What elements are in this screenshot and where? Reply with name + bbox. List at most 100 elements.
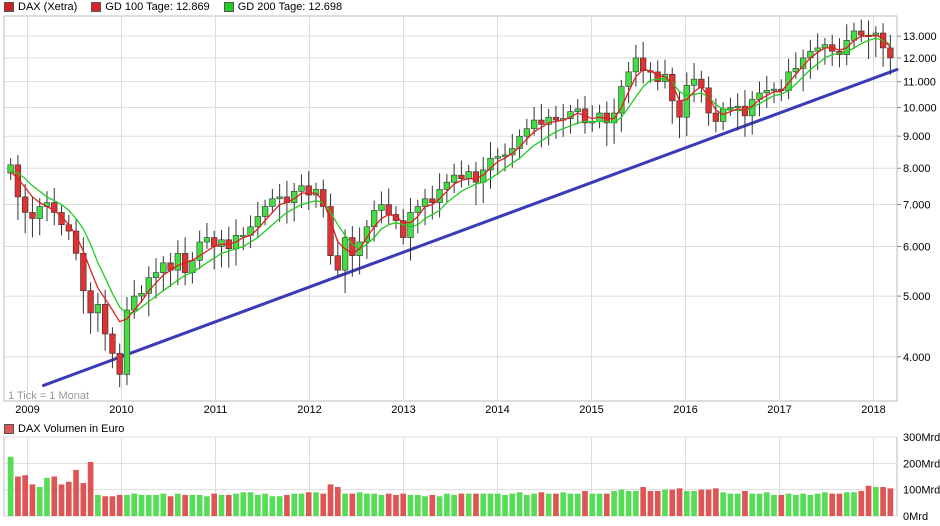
candle-body	[509, 148, 516, 156]
moving-averages-layer	[10, 34, 891, 323]
volume-bar	[749, 493, 756, 516]
year-tick-label: 2013	[391, 404, 415, 416]
candle-body	[203, 237, 211, 243]
volume-bar	[349, 493, 356, 516]
volume-bar	[116, 494, 123, 516]
candle-body	[683, 85, 690, 118]
candle-body	[661, 73, 669, 82]
candle-body	[305, 185, 312, 196]
volume-bar	[698, 489, 705, 516]
volume-bar	[371, 493, 377, 516]
volume-bar	[269, 496, 276, 516]
candle-body	[618, 86, 625, 114]
volume-bar	[218, 494, 225, 516]
tick-note: 1 Tick = 1 Monat	[8, 390, 89, 402]
legend-item-dax: DAX (Xetra)	[4, 0, 77, 14]
candle-body	[160, 262, 167, 273]
volume-bar	[509, 493, 516, 516]
candle-body	[741, 105, 749, 117]
year-tick-label: 2012	[297, 404, 321, 416]
volume-bar	[524, 494, 530, 516]
volume-bar	[502, 494, 508, 516]
candle-body	[545, 116, 552, 125]
legend-item-volume: DAX Volumen in Euro	[4, 422, 124, 436]
volume-bar	[233, 493, 239, 516]
volume-legend: DAX Volumen in Euro	[4, 422, 138, 436]
volume-bar	[872, 487, 879, 516]
volume-bar	[80, 483, 87, 516]
candle-body	[298, 185, 305, 192]
volume-bar	[327, 484, 334, 516]
candle-body	[385, 204, 392, 215]
volume-bar	[7, 456, 14, 516]
volume-bar	[793, 494, 799, 516]
candle-body	[778, 88, 785, 91]
candle-body	[443, 181, 451, 190]
volume-bar	[734, 493, 741, 516]
candle-body	[123, 309, 131, 375]
volume-bar	[29, 484, 36, 516]
legend-swatch-volume	[4, 424, 14, 434]
volume-bar	[800, 493, 806, 516]
volume-bar	[851, 492, 857, 516]
volume-bar	[334, 487, 341, 516]
candle-body	[538, 119, 545, 125]
candle-body	[458, 174, 465, 179]
volume-bar	[247, 492, 254, 516]
volume-bar	[124, 494, 130, 516]
candle-body	[334, 255, 341, 271]
volume-bar	[756, 493, 763, 516]
volume-grid	[3, 436, 898, 517]
candle-body	[690, 78, 698, 86]
volume-tick-label: 0Mrd	[903, 511, 928, 523]
candle-body	[640, 57, 647, 71]
volume-bar	[393, 494, 399, 516]
volume-bar	[167, 496, 174, 516]
candle-body	[814, 47, 821, 52]
volume-bar	[771, 494, 777, 516]
volume-bar	[836, 493, 843, 516]
candle-body	[858, 30, 865, 36]
year-tick-label: 2014	[485, 404, 509, 416]
candle-body	[676, 100, 683, 118]
volume-bar	[785, 493, 792, 516]
ma100-line	[10, 34, 891, 323]
candle-body	[102, 304, 109, 335]
volume-bar	[596, 493, 603, 516]
candle-body	[712, 112, 720, 122]
axes-layer: 4.000 5.000 6.000 7.000 8.000 9.000 10.000 11.0…	[15, 31, 940, 523]
volume-bar	[44, 477, 50, 516]
volume-bar	[705, 489, 712, 516]
candle-body	[196, 241, 203, 261]
trendline-layer	[41, 68, 899, 387]
candle-body	[654, 71, 661, 82]
year-tick-label: 2018	[861, 404, 885, 416]
candle-body	[58, 212, 65, 226]
volume-bar	[640, 487, 647, 516]
candle-body	[523, 128, 530, 137]
volume-bar	[291, 493, 298, 516]
volume-bar	[458, 493, 465, 516]
candle-body	[312, 189, 320, 196]
candle-body	[80, 253, 87, 292]
volume-bar	[422, 496, 428, 516]
volume-bar	[829, 493, 836, 516]
volume-bar	[807, 494, 814, 516]
candle-body	[211, 237, 218, 247]
price-tick-label: 10.000	[903, 103, 937, 115]
candle-body	[632, 57, 640, 73]
volume-tick-label: 200Mrd	[903, 458, 940, 470]
volume-bar	[320, 493, 327, 516]
volume-bar	[487, 493, 494, 516]
candle-body	[36, 206, 43, 219]
volume-bar	[814, 493, 821, 516]
volume-bar	[887, 488, 894, 516]
volume-bar	[647, 490, 654, 516]
volume-bar	[189, 494, 196, 516]
volume-bar	[196, 494, 203, 516]
volume-bar	[633, 490, 639, 516]
volume-bar	[480, 493, 487, 516]
volume-bar	[589, 493, 596, 516]
candle-body	[327, 206, 334, 257]
candle-body	[378, 204, 385, 211]
